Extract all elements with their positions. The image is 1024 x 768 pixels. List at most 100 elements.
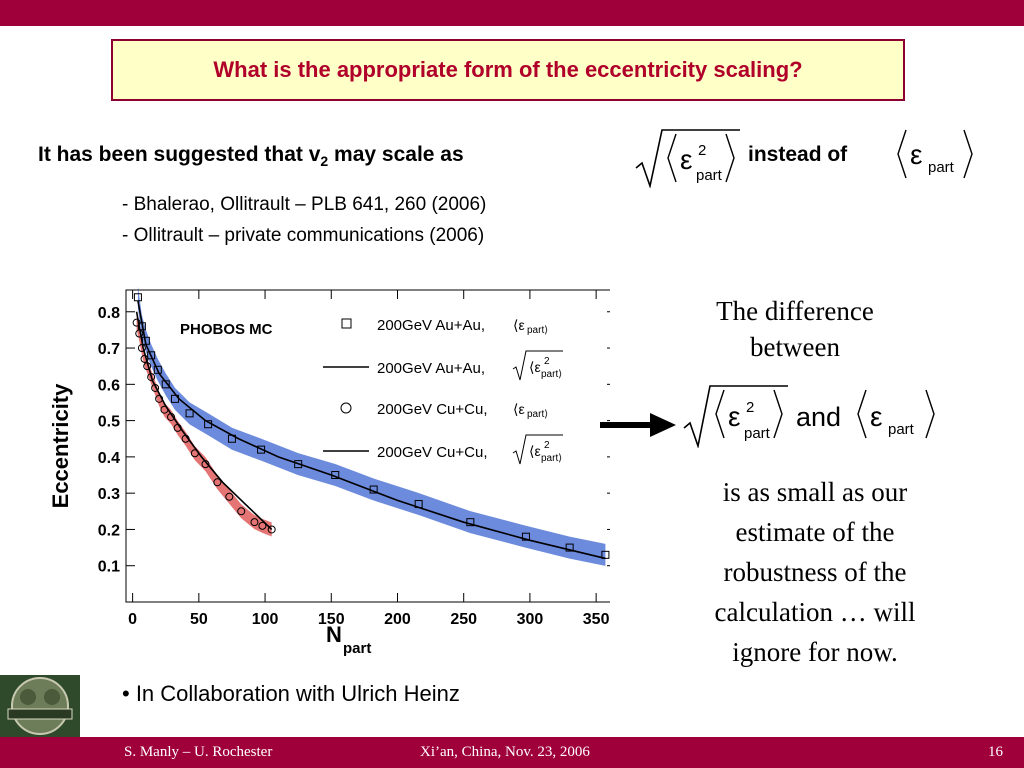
- suggestion-post: may scale as: [328, 143, 464, 166]
- cu-cu-data-point: [225, 492, 234, 501]
- x-tick-label: 100: [252, 611, 279, 628]
- x-tick-label: 300: [517, 611, 544, 628]
- eps-part-formula: ε part: [897, 129, 973, 179]
- legend-circle-marker: [340, 402, 352, 414]
- note-line-1: The difference: [716, 296, 874, 326]
- au-au-data-point: [133, 293, 142, 302]
- superscript-2: 2: [698, 142, 706, 159]
- legend-square-marker: [341, 318, 352, 329]
- legend-epsilon: ⟨ε: [513, 317, 525, 333]
- au-au-data-point: [185, 409, 194, 418]
- series-line: [137, 300, 606, 560]
- epsilon-glyph: ε: [680, 144, 692, 175]
- au-au-data-point: [153, 365, 162, 374]
- x-tick-label: 0: [128, 611, 137, 628]
- cu-cu-data-point: [250, 518, 259, 527]
- legend-epsilon: ⟨ε: [529, 443, 541, 459]
- eccentricity-chart: 0 50 100 150 200 250 300 350 0.1 0.2 0.3 0.4 0.5 0.6 0…: [48, 286, 610, 657]
- reference-2: - Ollitrault – private communications (2…: [122, 225, 485, 246]
- legend-label: 200GeV Au+Au,: [377, 317, 485, 334]
- x-axis-label-main: N: [326, 622, 342, 647]
- legend-label: 200GeV Au+Au,: [377, 360, 485, 377]
- legend-superscript: 2: [544, 356, 550, 367]
- legend-label: 200GeV Cu+Cu,: [377, 401, 488, 418]
- y-tick-label: 0.3: [98, 486, 120, 503]
- footer-authors: S. Manly – U. Rochester: [124, 744, 273, 760]
- cu-cu-data-point: [237, 507, 246, 516]
- legend-epsilon: ⟨ε: [529, 359, 541, 375]
- x-tick-label: 50: [190, 611, 208, 628]
- phobos-mc-label: PHOBOS MC: [180, 321, 273, 338]
- subscript-part: part: [696, 167, 723, 184]
- series-line: [135, 311, 273, 531]
- suggestion-pre: It has been suggested that v: [38, 143, 321, 166]
- x-tick-label: 350: [583, 611, 610, 628]
- suggestion-subscript: 2: [320, 153, 329, 170]
- legend-subscript: part⟩: [527, 325, 548, 336]
- sqrt-eps2-formula: ε 2 part: [635, 129, 740, 188]
- reference-1: - Bhalerao, Ollitrault – PLB 641, 260 (2…: [122, 194, 487, 215]
- legend: 200GeV Au+Au, ⟨ε part⟩200GeV Au+Au, ⟨ε 2part…: [323, 317, 563, 465]
- epsilon-glyph: ε: [910, 139, 922, 170]
- y-tick-label: 0.6: [98, 377, 120, 394]
- epsilon-glyph: ε: [870, 401, 882, 432]
- note-body-line: estimate of the: [735, 517, 895, 547]
- au-au-uncertainty-band: [137, 286, 606, 566]
- au-au-data-point: [257, 445, 266, 454]
- legend-label: 200GeV Cu+Cu,: [377, 444, 488, 461]
- x-tick-label: 250: [450, 611, 477, 628]
- top-bar: [0, 0, 1024, 26]
- epsilon-glyph: ε: [728, 401, 740, 432]
- comparison-formula: ε 2 part and ε part: [683, 385, 935, 448]
- arrow-icon: [600, 413, 676, 437]
- slide-title: What is the appropriate form of the ecce…: [111, 39, 905, 101]
- footer-bar: S. Manly – U. Rochester Xi’an, China, No…: [0, 737, 1024, 768]
- cu-cu-data-point: [267, 525, 276, 534]
- cu-cu-data-point: [213, 478, 222, 487]
- y-tick-label: 0.8: [98, 305, 120, 322]
- y-axis-label: Eccentricity: [48, 383, 73, 508]
- y-tick-label: 0.2: [98, 522, 120, 539]
- legend-subscript: part⟩: [527, 409, 548, 420]
- uncertainty-bands: [136, 286, 606, 566]
- superscript-2: 2: [746, 399, 754, 416]
- x-tick-label: 150: [318, 611, 345, 628]
- legend-sqrt-symbol: [512, 434, 563, 465]
- y-tick-label: 0.1: [98, 559, 120, 576]
- subscript-part: part: [744, 425, 771, 442]
- note-body-line: is as small as our: [722, 477, 908, 507]
- note-body-line: robustness of the: [723, 557, 907, 587]
- note-body-line: ignore for now.: [732, 637, 898, 667]
- legend-subscript: part⟩: [541, 369, 562, 380]
- legend-epsilon: ⟨ε: [513, 401, 525, 417]
- note-body-line: calculation … will: [714, 597, 916, 627]
- legend-sqrt-symbol: [512, 350, 563, 381]
- cu-cu-data-point: [258, 521, 267, 530]
- legend-subscript: part⟩: [541, 453, 562, 464]
- subscript-part: part: [888, 421, 915, 438]
- logo-image: [0, 675, 80, 737]
- au-au-data-point: [466, 518, 475, 527]
- x-axis-label-sub: part: [343, 640, 371, 657]
- collaboration-bullet: • In Collaboration with Ulrich Heinz: [122, 681, 460, 706]
- suggestion-text: It has been suggested that v2 may scale …: [38, 143, 464, 169]
- note-heading: The difference between: [640, 293, 950, 365]
- au-au-data-point: [565, 543, 574, 552]
- au-au-data-point: [147, 351, 156, 360]
- note-line-2: between: [750, 332, 840, 362]
- y-tick-label: 0.4: [98, 450, 120, 467]
- axis-ticks: 0 50 100 150 200 250 300 350 0.1 0.2 0.3 0.4 0.5 0.6 0…: [98, 290, 610, 628]
- instead-of-text: instead of: [748, 143, 848, 166]
- data-marks: [132, 293, 610, 560]
- plot-frame: [125, 289, 610, 603]
- y-tick-label: 0.7: [98, 341, 120, 358]
- x-tick-label: 200: [384, 611, 411, 628]
- cu-cu-data-point: [132, 318, 141, 327]
- footer-venue: Xi’an, China, Nov. 23, 2006: [420, 744, 590, 760]
- legend-superscript: 2: [544, 440, 550, 451]
- footer-page-number: 16: [988, 744, 1003, 760]
- subscript-part: part: [928, 159, 955, 176]
- y-tick-label: 0.5: [98, 414, 120, 431]
- note-body: is as small as our estimate of the robus…: [660, 472, 970, 672]
- au-au-data-point: [521, 532, 530, 541]
